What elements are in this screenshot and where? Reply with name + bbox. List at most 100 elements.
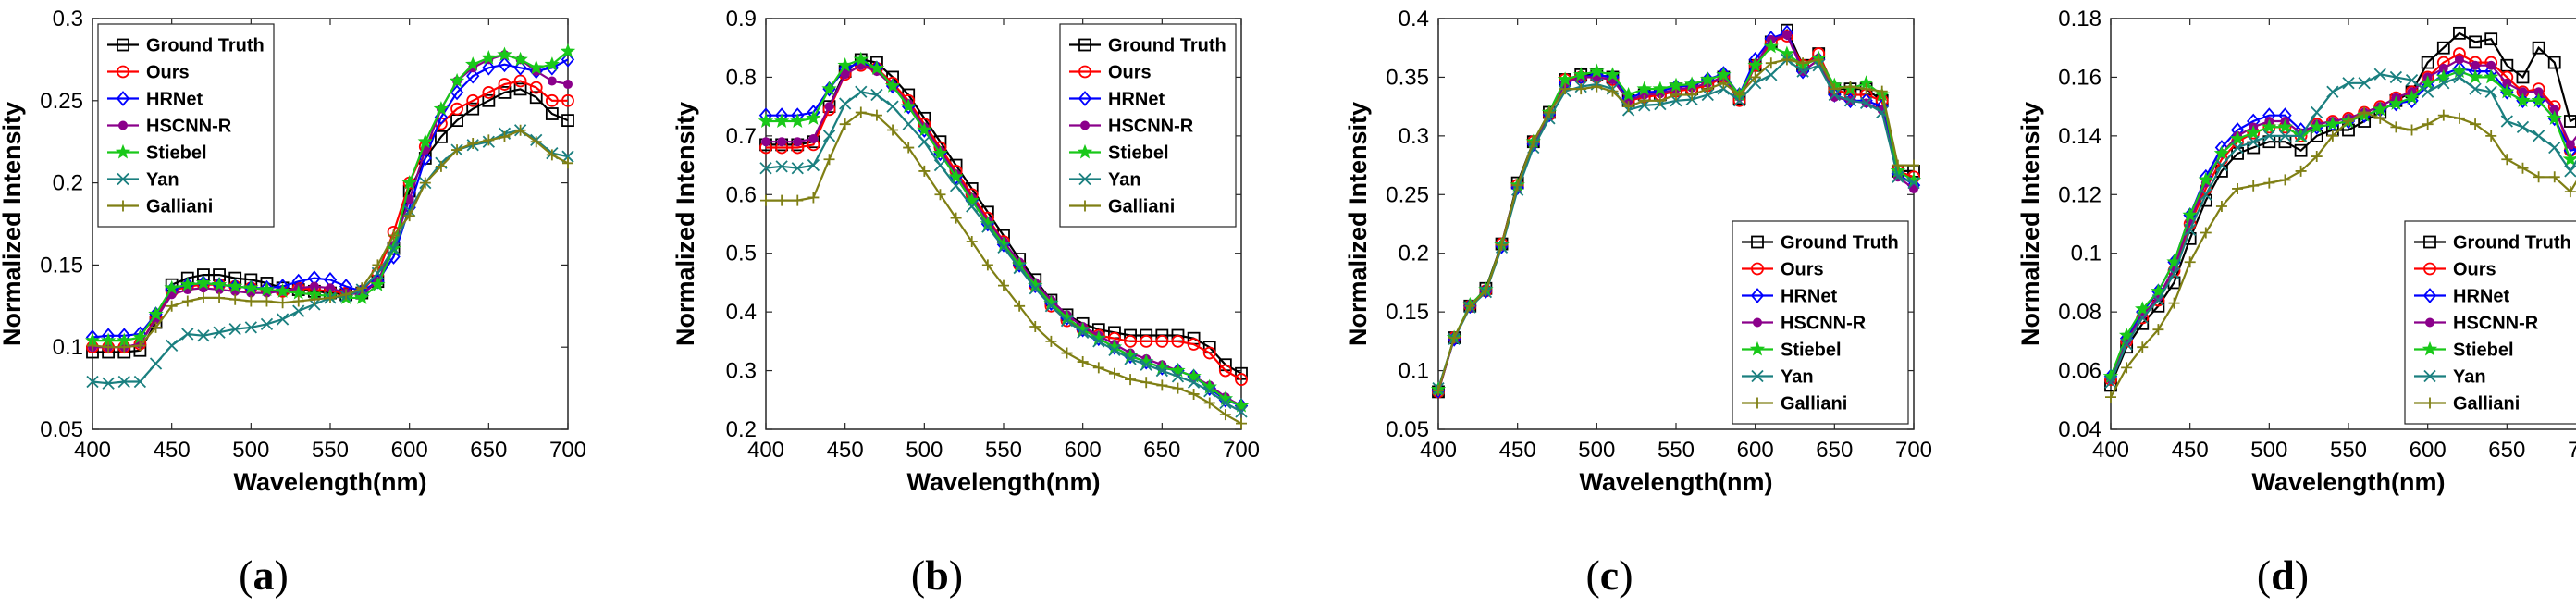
data-point-yan [2326,85,2339,98]
data-point-stiebel [837,57,853,72]
data-point-galliani [1908,159,1919,171]
data-point-stiebel [2309,118,2324,134]
data-point-ground-truth [498,86,512,99]
data-point-ground-truth [513,82,527,96]
y-axis-label: Normalized Intensity [2016,102,2044,346]
data-point-yan [1543,112,1556,125]
x-tick-label: 650 [2488,438,2525,463]
data-point-stiebel [1700,71,1716,86]
data-point-yan [2358,77,2371,90]
data-point-yan [1171,370,1185,383]
data-point-galliani [918,165,931,177]
data-point-galliani [1876,85,1888,97]
legend-label: HRNet [146,90,203,110]
data-point-galliani [2184,256,2196,268]
data-point-galliani [245,295,257,307]
data-point-yan [822,130,836,142]
data-point-galliani [2152,324,2164,336]
data-point-galliani [118,341,130,353]
legend-label: Galliani [1108,197,1175,217]
data-point-galliani [807,192,820,204]
legend-marker [2423,235,2436,249]
chart-panel-b: 400 450 500 550 600 650 700 0.2 0.3 0.4 0.5 0.6 0.7 0… [672,6,1260,496]
data-point-yan [1044,300,1058,313]
data-point-stiebel [2118,327,2135,342]
data-point-galliani [1077,356,1089,368]
data-point-galliani [1496,239,1508,251]
data-point-stiebel [2277,118,2293,134]
legend-marker [2422,341,2438,356]
data-point-stiebel [2135,301,2151,316]
data-point-galliani [776,194,788,206]
data-point-yan [1140,358,1152,371]
data-point-yan [855,85,868,98]
x-tick-label: 600 [1065,438,1102,463]
y-tick-label: 0.9 [726,6,757,31]
data-point-galliani [2517,162,2529,174]
legend-label: HRNet [1108,90,1165,110]
legend: Ground Truth Ours HRNet HSCNN-R Stiebel Yan Ga… [1732,220,1909,425]
data-point-hscnn-r [840,69,850,80]
x-tick-label: 650 [1143,438,1180,463]
x-tick-label: 500 [232,438,269,463]
data-point-yan [149,357,163,370]
data-point-galliani [1591,81,1603,93]
legend-entry-stiebel: Stiebel [1742,341,1842,361]
data-point-hscnn-r [808,134,819,144]
data-point-galliani [981,259,993,271]
legend-label: Ground Truth [2453,233,2571,254]
data-point-hscnn-r [793,137,803,147]
y-tick-label: 0.4 [1399,6,1429,31]
data-point-stiebel [1589,63,1605,79]
data-point-galliani [197,291,209,304]
legend-marker [117,38,129,52]
data-point-stiebel [370,277,386,291]
data-point-hscnn-r [777,137,787,147]
series-line-ground-truth [2109,31,2576,386]
data-point-stiebel [2246,125,2262,140]
x-tick-label: 500 [906,438,943,463]
data-point-galliani [562,157,573,169]
data-point-galliani [514,124,526,136]
data-point-hscnn-r [1909,183,1918,193]
data-point-galliani [1527,136,1539,148]
y-tick-label: 0.6 [726,182,757,207]
data-point-hrnet [498,56,512,73]
data-point-galliani [1749,71,1761,83]
data-point-yan [2437,77,2450,90]
caption-d-close: ) [2294,551,2310,599]
data-point-galliani [2311,151,2323,163]
data-point-stiebel [195,275,212,290]
data-point-stiebel [2562,151,2576,167]
data-point-galliani [2422,118,2434,130]
data-point-galliani [870,109,882,121]
y-axis-label: Normalized Intensity [0,102,26,346]
data-point-galliani [2470,118,2482,130]
x-tick-label: 500 [2250,438,2287,463]
data-point-yan [1843,94,1857,107]
legend-label: Ground Truth [146,36,265,56]
legend-marker [1750,288,1765,304]
data-point-stiebel [2151,283,2166,298]
data-point-stiebel [433,101,450,116]
legend: Ground Truth Ours HRNet HSCNN-R Stiebel Yan Ga… [1059,23,1237,228]
legend-entry-ours: Ours [2414,260,2496,280]
data-point-yan [228,323,241,336]
y-tick-label: 0.15 [1386,300,1429,325]
x-tick-label: 550 [1658,438,1695,463]
legend-label: Yan [1108,170,1141,191]
data-point-galliani [134,340,146,352]
data-point-stiebel [2182,206,2198,222]
caption-b-close: ) [948,551,964,599]
data-point-yan [1187,376,1201,389]
legend-entry-stiebel: Stiebel [2414,341,2514,361]
legend-label: Galliani [146,197,213,217]
legend-entry-ground-truth: Ground Truth [1742,233,1899,254]
data-point-galliani [2295,165,2307,177]
data-point-galliani [1433,385,1444,397]
legend-label: HRNet [1781,287,1837,307]
data-point-ours [1124,334,1137,348]
data-point-ours [498,78,512,91]
data-point-yan [2516,120,2530,133]
